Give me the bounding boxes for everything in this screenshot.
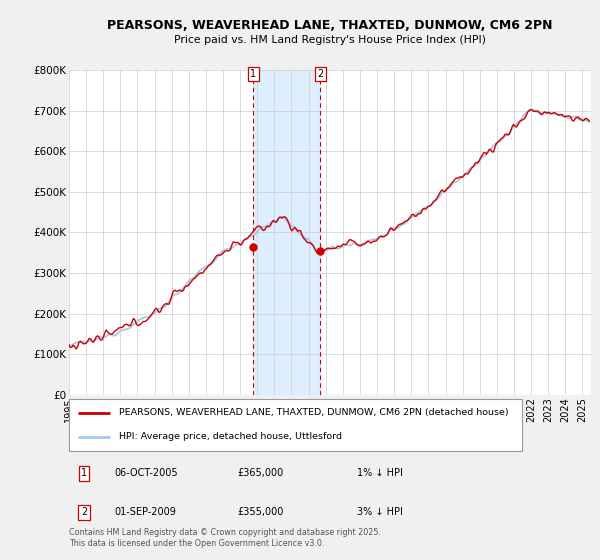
Text: PEARSONS, WEAVERHEAD LANE, THAXTED, DUNMOW, CM6 2PN (detached house): PEARSONS, WEAVERHEAD LANE, THAXTED, DUNM… xyxy=(119,408,508,417)
FancyBboxPatch shape xyxy=(69,399,522,451)
Text: 06-OCT-2005: 06-OCT-2005 xyxy=(114,468,178,478)
Text: 01-SEP-2009: 01-SEP-2009 xyxy=(114,507,176,517)
Text: 1% ↓ HPI: 1% ↓ HPI xyxy=(357,468,403,478)
Text: 2: 2 xyxy=(81,507,87,517)
Text: Price paid vs. HM Land Registry's House Price Index (HPI): Price paid vs. HM Land Registry's House … xyxy=(174,35,486,45)
Text: Contains HM Land Registry data © Crown copyright and database right 2025.
This d: Contains HM Land Registry data © Crown c… xyxy=(69,528,381,548)
Text: 1: 1 xyxy=(250,69,256,79)
Text: 3% ↓ HPI: 3% ↓ HPI xyxy=(357,507,403,517)
Text: 1: 1 xyxy=(81,468,87,478)
Text: £355,000: £355,000 xyxy=(237,507,283,517)
Text: £365,000: £365,000 xyxy=(237,468,283,478)
Text: HPI: Average price, detached house, Uttlesford: HPI: Average price, detached house, Uttl… xyxy=(119,432,342,441)
Text: 2: 2 xyxy=(317,69,323,79)
Text: PEARSONS, WEAVERHEAD LANE, THAXTED, DUNMOW, CM6 2PN: PEARSONS, WEAVERHEAD LANE, THAXTED, DUNM… xyxy=(107,18,553,32)
Bar xyxy=(253,70,320,395)
